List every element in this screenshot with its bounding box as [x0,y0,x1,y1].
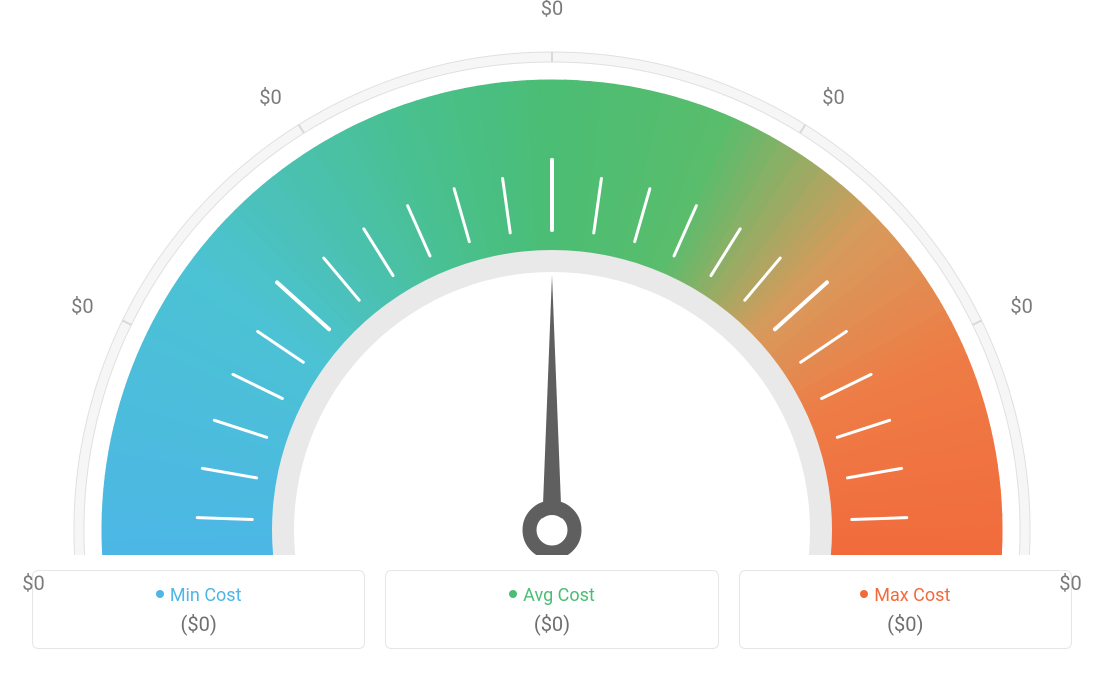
legend-avg-title: Avg Cost [396,585,707,606]
legend-max-label: Max Cost [874,585,950,606]
legend-dot-min [156,590,164,598]
gauge-tick-label: $0 [541,0,563,20]
legend-max-title: Max Cost [750,585,1061,606]
legend-row: Min Cost ($0) Avg Cost ($0) Max Cost ($0… [32,570,1072,649]
gauge-area: $0$0$0$0$0$0$0 [0,0,1104,555]
gauge-tick-label: $0 [22,571,44,595]
legend-max: Max Cost ($0) [739,570,1072,649]
gauge-tick-label: $0 [1059,571,1081,595]
legend-max-value: ($0) [750,612,1061,636]
legend-avg-label: Avg Cost [523,585,595,606]
legend-avg: Avg Cost ($0) [385,570,718,649]
legend-min-value: ($0) [43,612,354,636]
legend-avg-value: ($0) [396,612,707,636]
legend-dot-avg [509,590,517,598]
gauge-tick-label: $0 [259,85,281,109]
gauge-cost-chart: $0 $0 $0 $0 $0 $0 $0 Min Cost ($0) Avg Cost ($… [0,0,1104,690]
legend-min: Min Cost ($0) [32,570,365,649]
legend-min-title: Min Cost [43,585,354,606]
legend-min-label: Min Cost [170,585,242,606]
gauge-tick-label: $0 [71,294,93,318]
gauge-tick-label: $0 [1010,294,1032,318]
gauge-tick-label: $0 [822,85,844,109]
legend-dot-max [860,590,868,598]
gauge-svg [0,0,1104,555]
